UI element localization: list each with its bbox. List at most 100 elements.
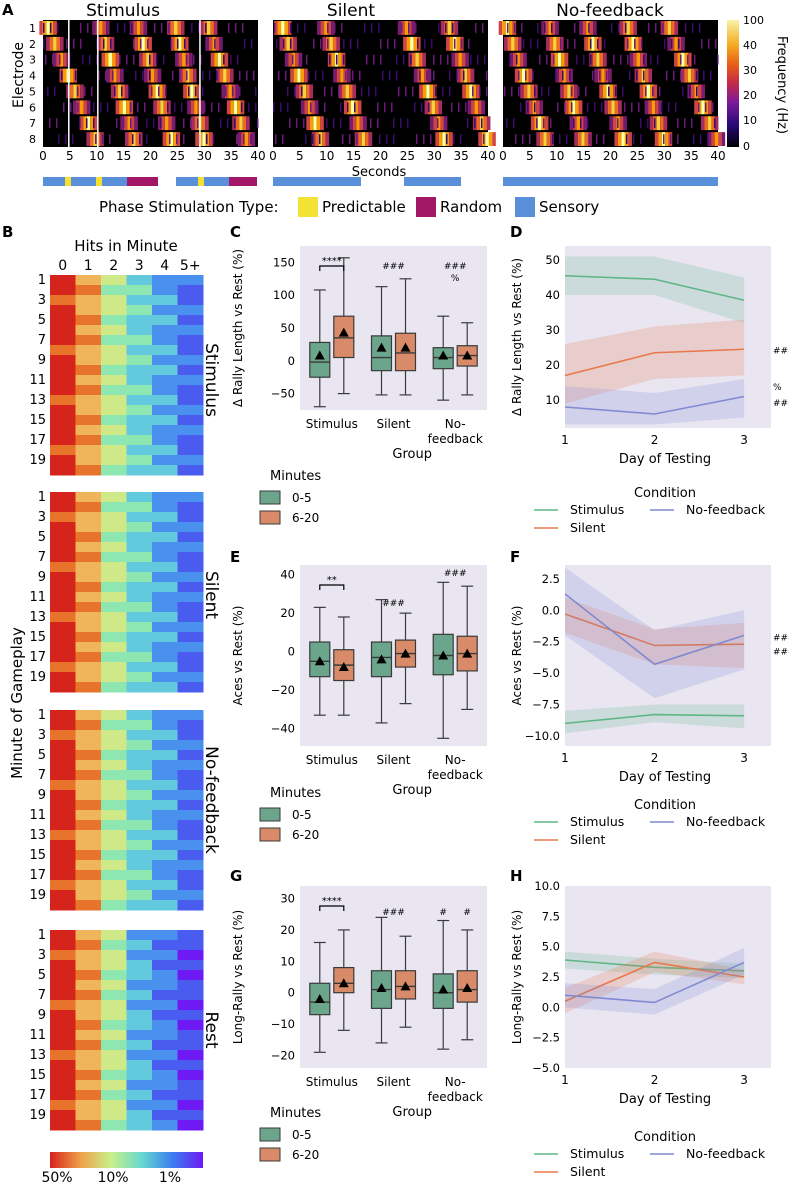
electrode-speckle <box>710 70 712 81</box>
electrode-burst <box>357 100 362 115</box>
hit-heatmap-cell <box>101 582 127 593</box>
hit-heatmap-cell <box>50 750 76 761</box>
electrode-burst <box>476 116 480 131</box>
electrode-speckle <box>84 86 86 97</box>
electrode-speckle <box>146 118 148 129</box>
electrode-burst <box>551 21 556 35</box>
hit-heatmap-cell <box>101 552 127 563</box>
electrode-speckle <box>620 54 622 65</box>
hit-heatmap-cell <box>177 1030 204 1041</box>
electrode-burst <box>146 52 150 67</box>
hit-heatmap-cell <box>50 970 76 981</box>
x-axis-label: Group <box>392 783 432 798</box>
legend-label: 6-20 <box>292 1148 319 1162</box>
electrode-speckle <box>389 70 391 81</box>
hit-heatmap-cell <box>75 375 102 386</box>
electrode-speckle <box>474 118 476 129</box>
hit-heatmap-cell <box>50 1100 76 1111</box>
electrode-burst <box>153 100 157 115</box>
hit-heatmap-cell <box>177 990 204 1001</box>
electrode-burst <box>636 52 641 67</box>
electrode-speckle <box>703 70 705 81</box>
electrode-burst <box>123 116 128 131</box>
electrode-burst <box>157 116 162 131</box>
hit-heatmap-cell <box>152 1050 178 1061</box>
electrode-speckle <box>209 70 211 81</box>
electrode-speckle <box>544 23 546 33</box>
electrode-burst <box>677 36 682 51</box>
electrode-speckle <box>438 23 440 33</box>
electrode-burst <box>144 36 149 51</box>
electrode-burst <box>216 68 220 83</box>
electrode-speckle <box>47 86 49 97</box>
significance-hash: ### <box>773 346 789 356</box>
hit-heatmap-cell <box>101 940 127 951</box>
electrode-burst <box>183 84 187 99</box>
electrode-burst <box>554 52 558 67</box>
electrode-burst <box>406 36 411 51</box>
electrode-burst <box>110 84 115 99</box>
confidence-band <box>565 947 745 1015</box>
electrode-speckle <box>147 38 149 49</box>
hit-heatmap-cell <box>177 860 204 871</box>
electrode-burst <box>306 84 310 99</box>
hit-heatmap-cell <box>50 1060 76 1071</box>
hit-heatmap-cell <box>126 790 153 801</box>
significance-hash: ### <box>773 647 789 657</box>
hit-heatmap-cell <box>177 1090 204 1101</box>
electrode-burst <box>181 21 185 35</box>
legend-label: 0-5 <box>292 1128 312 1142</box>
frequency-colorbar-tick: 100 <box>743 14 764 27</box>
hit-heatmap-cell <box>152 285 178 296</box>
electrode-speckle <box>96 38 98 49</box>
electrode-speckle <box>289 118 291 129</box>
electrode-burst <box>132 132 136 146</box>
hit-heatmap-cell <box>177 355 204 366</box>
significance-bracket <box>319 584 345 590</box>
electrode-burst <box>562 68 566 83</box>
hit-heatmap-cell <box>75 285 102 296</box>
electrode-burst <box>127 116 131 131</box>
hit-heatmap-cell <box>126 492 153 503</box>
electrode-speckle <box>588 23 590 33</box>
hit-heatmap-cell <box>152 800 178 811</box>
electrode-burst <box>704 116 708 131</box>
electrode-speckle <box>447 54 449 65</box>
hit-heatmap-cell <box>50 890 76 901</box>
electrode-burst <box>498 21 503 35</box>
panel-a-letter: A <box>2 1 14 19</box>
electrode-burst <box>53 36 57 51</box>
hits-column-label: 5+ <box>180 258 201 274</box>
electrode-burst <box>543 132 547 146</box>
electrode-speckle <box>176 134 178 144</box>
electrode-speckle <box>396 54 398 65</box>
electrode-speckle <box>112 70 114 81</box>
stim-legend: Phase Stimulation Type: Predictable Rand… <box>99 197 599 217</box>
electrode-burst <box>461 52 466 67</box>
electrode-burst <box>569 116 574 131</box>
electrode-speckle <box>313 38 315 49</box>
electrode-speckle <box>110 38 112 49</box>
electrode-burst <box>511 36 515 51</box>
electrode-burst <box>579 21 583 35</box>
electrode-speckle <box>705 102 707 113</box>
hit-heatmap-cell <box>152 900 178 911</box>
hit-heatmap-cell <box>126 652 153 663</box>
box-6-20 <box>394 612 417 705</box>
electrode-speckle <box>638 102 640 113</box>
hit-heatmap-cell <box>75 960 102 971</box>
electrode-speckle <box>687 54 689 65</box>
y-tick-label: −5.0 <box>532 1061 560 1075</box>
x-axis-label: Day of Testing <box>619 1092 711 1107</box>
electrode-burst <box>240 100 245 115</box>
electrode-speckle <box>430 118 432 129</box>
x-tick-label: 1 <box>561 1073 569 1087</box>
electrode-speckle <box>223 54 225 65</box>
hit-heatmap-cell <box>177 612 204 623</box>
electrode-speckle <box>396 70 398 81</box>
hit-heatmap-cell <box>50 652 76 663</box>
electrode-speckle <box>555 70 557 81</box>
electrode-burst <box>404 21 409 35</box>
hit-heatmap-cell <box>75 325 102 336</box>
